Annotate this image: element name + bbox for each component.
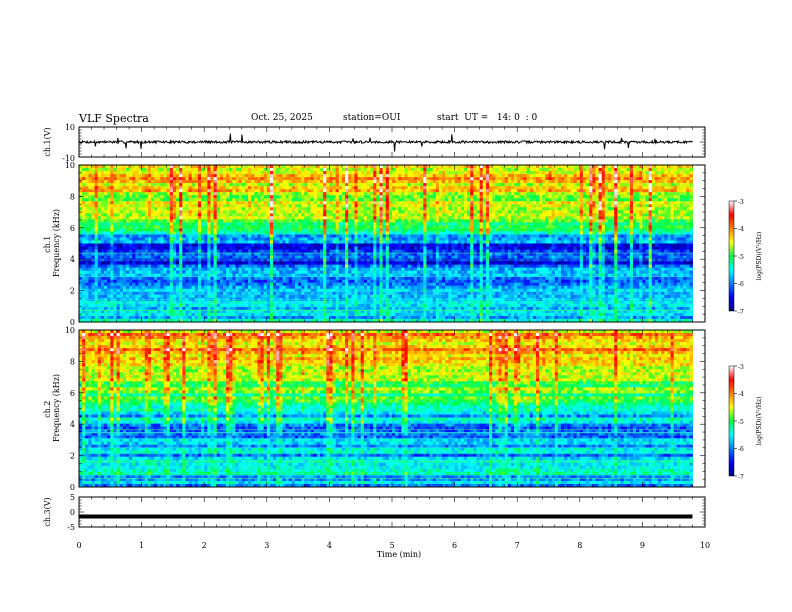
xtick-9: 9 xyxy=(640,541,645,550)
ch2-ytick-2: 2 xyxy=(70,452,75,461)
ch1-cbar-tick-m6: -6 xyxy=(738,281,744,288)
ch2-cbar-tick-m7: -7 xyxy=(738,474,744,481)
xtick-2: 2 xyxy=(202,541,207,550)
xtick-1: 1 xyxy=(139,541,144,550)
vlf-spectra-figure: 10 -10 ch.1(V) 0 2 4 6 8 10 ch.1 Frequen… xyxy=(0,0,792,612)
ch1-colorbar-label: log(PSD)(V²/Hz) xyxy=(756,232,763,281)
ch2-ytick-10: 10 xyxy=(65,326,75,335)
ch2-ytick-0: 0 xyxy=(70,483,75,492)
ch1-ytick-10: 10 xyxy=(65,161,75,170)
ch2-cbar-tick-m5: -5 xyxy=(738,419,744,426)
time-axis-label: Time (min) xyxy=(377,550,421,559)
ch1-ytick-4: 4 xyxy=(70,255,75,264)
ch2-spectrogram-panel: 0 2 4 6 8 10 ch.2 Frequency (kHz) -3 -4 … xyxy=(43,326,763,492)
ch1-frequency-label: Frequency (kHz) xyxy=(52,209,61,277)
xtick-3: 3 xyxy=(264,541,269,550)
ch1-waveform-ylabel: ch.1(V) xyxy=(43,127,52,156)
ch3-ytick-bottom: -5 xyxy=(67,523,75,532)
ch1-frequency-tick-labels: 0 2 4 6 8 10 xyxy=(65,161,75,327)
xtick-7: 7 xyxy=(515,541,520,550)
xtick-0: 0 xyxy=(76,541,81,550)
ch1-ytick-8: 8 xyxy=(70,192,75,201)
ch1-waveform-panel: 10 -10 ch.1(V) xyxy=(43,123,705,163)
ch3-ytick-mid: 0 xyxy=(70,508,75,517)
ch2-ytick-6: 6 xyxy=(70,389,75,398)
ch3-ytick-top: 5 xyxy=(70,493,75,502)
xtick-5: 5 xyxy=(389,541,394,550)
ch2-colorbar-ticks xyxy=(734,366,737,476)
xtick-4: 4 xyxy=(327,541,332,550)
ch2-cbar-tick-m3: -3 xyxy=(738,364,744,371)
ch2-channel-label: ch.2 xyxy=(43,401,52,418)
ch1-cbar-tick-m5: -5 xyxy=(738,254,744,261)
time-axis-tick-labels: 0 1 2 3 4 5 6 7 8 9 10 xyxy=(76,541,710,550)
ch1-spectrogram-ylabel: ch.1 Frequency (kHz) xyxy=(43,209,61,277)
ch1-colorbar xyxy=(729,201,734,311)
ch2-ytick-8: 8 xyxy=(70,357,75,366)
ch1-spectrogram-image xyxy=(79,165,693,323)
ch2-cbar-tick-m4: -4 xyxy=(738,391,744,398)
ch2-colorbar xyxy=(729,366,734,476)
ch1-cbar-tick-m7: -7 xyxy=(738,309,744,316)
ch2-ytick-4: 4 xyxy=(70,420,75,429)
ch1-ytick-6: 6 xyxy=(70,224,75,233)
ch1-cbar-tick-m3: -3 xyxy=(738,199,744,206)
xtick-8: 8 xyxy=(577,541,582,550)
ch2-colorbar-label: log(PSD)(V²/Hz) xyxy=(756,397,763,446)
xtick-6: 6 xyxy=(452,541,457,550)
ch1-colorbar-ticks xyxy=(734,201,737,311)
ch2-frequency-label: Frequency (kHz) xyxy=(52,374,61,442)
ch3-waveform-ylabel: ch.3(V) xyxy=(43,497,52,526)
ch1-spectrogram-panel: 0 2 4 6 8 10 ch.1 Frequency (kHz) -3 -4 … xyxy=(43,161,763,327)
ch2-spectrogram-image xyxy=(79,330,693,488)
ch2-cbar-tick-m6: -6 xyxy=(738,446,744,453)
ch2-spectrogram-ylabel: ch.2 Frequency (kHz) xyxy=(43,374,61,442)
ch2-frequency-tick-labels: 0 2 4 6 8 10 xyxy=(65,326,75,492)
ch1-channel-label: ch.1 xyxy=(43,236,52,253)
ch1-ytick-2: 2 xyxy=(70,287,75,296)
xtick-10: 10 xyxy=(700,541,710,550)
ch1-ytick-top: 10 xyxy=(65,123,75,132)
ch1-cbar-tick-m4: -4 xyxy=(738,226,744,233)
ch3-waveform-panel: 5 0 -5 ch.3(V) 0 1 2 3 4 5 6 7 8 9 10 Ti… xyxy=(43,493,710,559)
